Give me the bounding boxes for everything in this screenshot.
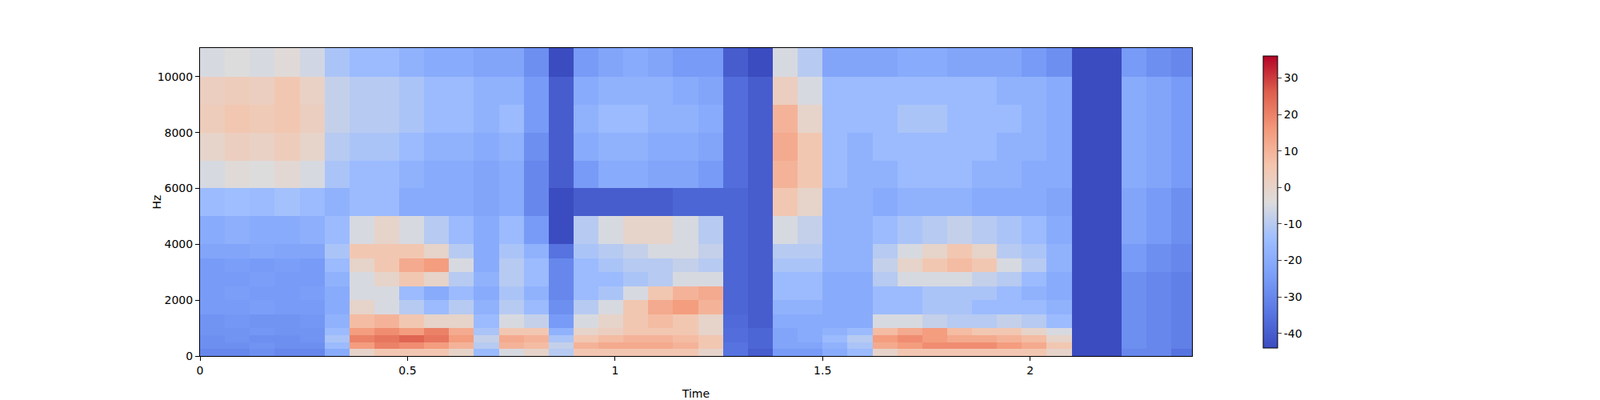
svg-text:4000: 4000 (164, 237, 194, 251)
svg-text:-30: -30 (1284, 290, 1303, 304)
svg-text:30: 30 (1284, 71, 1299, 84)
svg-text:0: 0 (196, 364, 204, 377)
svg-text:20: 20 (1284, 108, 1299, 121)
svg-text:10: 10 (1284, 144, 1299, 158)
svg-text:1: 1 (611, 364, 619, 377)
svg-text:Hz: Hz (150, 195, 164, 210)
svg-text:0.5: 0.5 (398, 364, 416, 377)
svg-text:-40: -40 (1284, 327, 1303, 340)
svg-text:2000: 2000 (164, 293, 194, 307)
svg-text:6000: 6000 (164, 181, 194, 195)
svg-text:0: 0 (185, 349, 193, 363)
svg-text:1.5: 1.5 (813, 364, 832, 377)
svg-text:0: 0 (1284, 180, 1292, 194)
svg-text:-20: -20 (1284, 253, 1303, 267)
svg-text:8000: 8000 (164, 126, 194, 140)
svg-text:2: 2 (1026, 364, 1034, 377)
svg-text:Time: Time (681, 387, 710, 400)
svg-text:-10: -10 (1284, 217, 1303, 231)
svg-text:10000: 10000 (157, 70, 194, 84)
